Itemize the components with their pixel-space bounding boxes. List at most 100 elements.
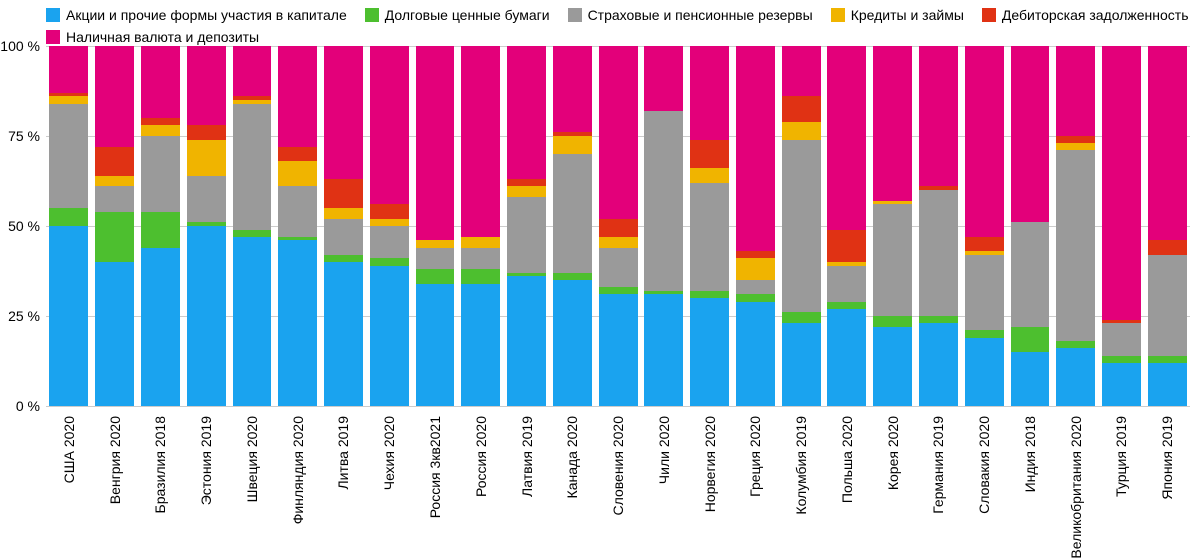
bar-column [732, 46, 778, 406]
bar-segment-debt [873, 316, 912, 327]
bar-segment-debt [1148, 356, 1187, 363]
bar-segment-equity [1056, 348, 1095, 406]
bar-segment-insurance [873, 204, 912, 316]
bar-segment-equity [736, 302, 775, 406]
legend: Акции и прочие формы участия в капитале Д… [46, 6, 1190, 46]
x-label-column: Швеция 2020 [229, 406, 275, 551]
bar-segment-debt [690, 291, 729, 298]
y-tick-label: 100 % [0, 38, 40, 54]
x-tick-label: Словения 2020 [610, 416, 626, 515]
x-label-column: Япония 2019 [1144, 406, 1190, 551]
bar-segment-cash [827, 46, 866, 230]
bar-segment-cash [416, 46, 455, 240]
bar-segment-loans [507, 186, 546, 197]
bar-segment-loans [278, 161, 317, 186]
bar-segment-loans [324, 208, 363, 219]
x-label-column: Эстония 2019 [183, 406, 229, 551]
plot-area [46, 46, 1190, 406]
bar-segment-insurance [370, 226, 409, 258]
bar-segment-equity [553, 280, 592, 406]
x-label-column: Колумбия 2019 [778, 406, 824, 551]
bar-segment-receivable [278, 147, 317, 161]
bar [278, 46, 317, 406]
bar-segment-equity [416, 284, 455, 406]
legend-swatch [46, 8, 60, 22]
x-axis: США 2020Венгрия 2020Бразилия 2018Эстония… [46, 406, 1190, 551]
legend-label: Дебиторская задолженность [1002, 6, 1189, 24]
legend-swatch [831, 8, 845, 22]
bar-segment-debt [965, 330, 1004, 337]
bar-segment-equity [461, 284, 500, 406]
bar-segment-cash [233, 46, 272, 96]
bar-segment-receivable [141, 118, 180, 125]
bar-segment-debt [827, 302, 866, 309]
legend-item: Акции и прочие формы участия в капитале [46, 6, 347, 24]
bar [1148, 46, 1187, 406]
bar-segment-cash [553, 46, 592, 132]
bar-column [687, 46, 733, 406]
legend-swatch [982, 8, 996, 22]
bar-segment-debt [95, 212, 134, 262]
bar-segment-insurance [690, 183, 729, 291]
bar-column [458, 46, 504, 406]
bar-segment-equity [644, 294, 683, 406]
bar-segment-equity [827, 309, 866, 406]
x-label-column: Словения 2020 [595, 406, 641, 551]
bar-column [595, 46, 641, 406]
bar-segment-insurance [1102, 323, 1141, 355]
bar-column [1144, 46, 1190, 406]
y-axis: 0 %25 %50 %75 %100 % [0, 46, 46, 406]
x-label-column: Венгрия 2020 [92, 406, 138, 551]
legend-swatch [568, 8, 582, 22]
x-label-column: Греция 2020 [732, 406, 778, 551]
x-tick-label: Россия 3кв2021 [427, 416, 443, 518]
bar-segment-cash [1011, 46, 1050, 222]
bar-column [412, 46, 458, 406]
bar-segment-loans [782, 122, 821, 140]
bar-segment-insurance [736, 280, 775, 294]
x-tick-label: Швеция 2020 [244, 416, 260, 502]
bar-segment-cash [370, 46, 409, 204]
bar [233, 46, 272, 406]
bar [507, 46, 546, 406]
bar [782, 46, 821, 406]
y-tick-label: 75 % [8, 128, 40, 144]
bar-segment-receivable [507, 179, 546, 186]
x-tick-label: Россия 2020 [473, 416, 489, 497]
bar-segment-insurance [461, 248, 500, 270]
bar-segment-insurance [49, 104, 88, 208]
bar-column [366, 46, 412, 406]
bars [46, 46, 1190, 406]
bar-segment-receivable [827, 230, 866, 262]
x-tick-label: Эстония 2019 [198, 416, 214, 505]
bar-segment-loans [187, 140, 226, 176]
x-tick-label: Чили 2020 [656, 416, 672, 484]
bar-segment-loans [736, 258, 775, 280]
bar-segment-cash [690, 46, 729, 140]
bar-segment-cash [141, 46, 180, 118]
x-tick-label: Словакия 2020 [976, 416, 992, 514]
x-tick-label: США 2020 [61, 416, 77, 483]
bar-column [870, 46, 916, 406]
bar-segment-debt [141, 212, 180, 248]
x-tick-label: Великобритания 2020 [1068, 416, 1084, 559]
bar [416, 46, 455, 406]
bar [141, 46, 180, 406]
bar-segment-equity [233, 237, 272, 406]
bar-segment-receivable [1148, 240, 1187, 254]
x-tick-label: Польша 2020 [839, 416, 855, 503]
bar-column [549, 46, 595, 406]
y-tick-label: 50 % [8, 218, 40, 234]
bar-segment-insurance [919, 190, 958, 316]
bar-segment-equity [965, 338, 1004, 406]
bar [690, 46, 729, 406]
bar-segment-insurance [233, 104, 272, 230]
bar-segment-loans [95, 176, 134, 187]
bar-column [229, 46, 275, 406]
bar-segment-cash [95, 46, 134, 147]
bar-segment-receivable [1056, 136, 1095, 143]
bar-segment-debt [782, 312, 821, 323]
bar-segment-loans [49, 96, 88, 103]
bar-segment-receivable [782, 96, 821, 121]
bar-segment-insurance [187, 176, 226, 223]
